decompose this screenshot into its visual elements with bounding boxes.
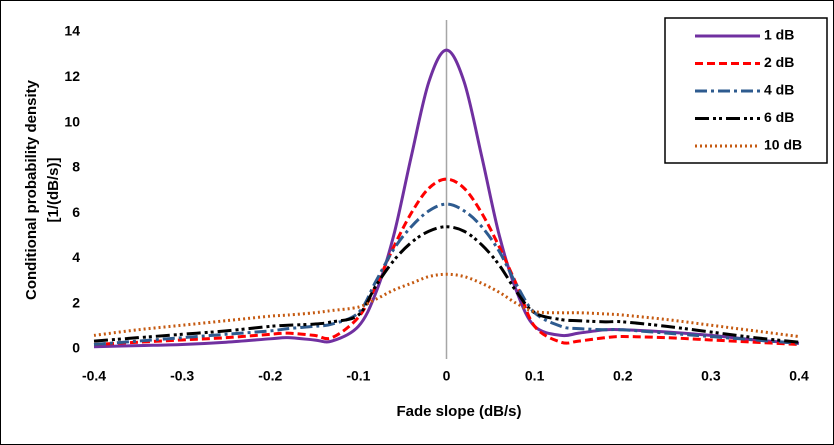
- x-tick-label: -0.2: [258, 368, 282, 384]
- y-tick-label: 6: [72, 204, 80, 220]
- x-tick-label: 0.1: [525, 368, 545, 384]
- x-tick-label: -0.4: [82, 368, 106, 384]
- series-line: [93, 177, 800, 346]
- y-tick-label: 10: [64, 113, 80, 129]
- y-tick-label: 4: [72, 249, 80, 265]
- x-axis-label: Fade slope (dB/s): [396, 403, 521, 420]
- legend-label: 10 dB: [764, 137, 802, 153]
- y-tick-label: 12: [64, 68, 80, 84]
- y-tick-label: 8: [72, 159, 80, 175]
- series-line: [93, 272, 800, 339]
- y-tick-label: 14: [64, 23, 80, 39]
- x-tick-label: 0.3: [701, 368, 721, 384]
- legend-label: 2 dB: [764, 54, 794, 70]
- legend-label: 4 dB: [764, 82, 794, 98]
- x-tick-label: 0.2: [613, 368, 633, 384]
- y-tick-label: 0: [72, 340, 80, 356]
- x-tick-label: -0.3: [170, 368, 194, 384]
- y-tick-label: 2: [72, 294, 80, 310]
- x-tick-label: 0: [443, 368, 451, 384]
- y-axis-label: [1/(dB/s)]: [45, 158, 62, 223]
- legend-label: 6 dB: [764, 109, 794, 125]
- y-axis-label: Conditional probability density: [23, 79, 40, 300]
- legend-label: 1 dB: [764, 27, 794, 43]
- x-tick-label: 0.4: [789, 368, 809, 384]
- x-tick-label: -0.1: [346, 368, 370, 384]
